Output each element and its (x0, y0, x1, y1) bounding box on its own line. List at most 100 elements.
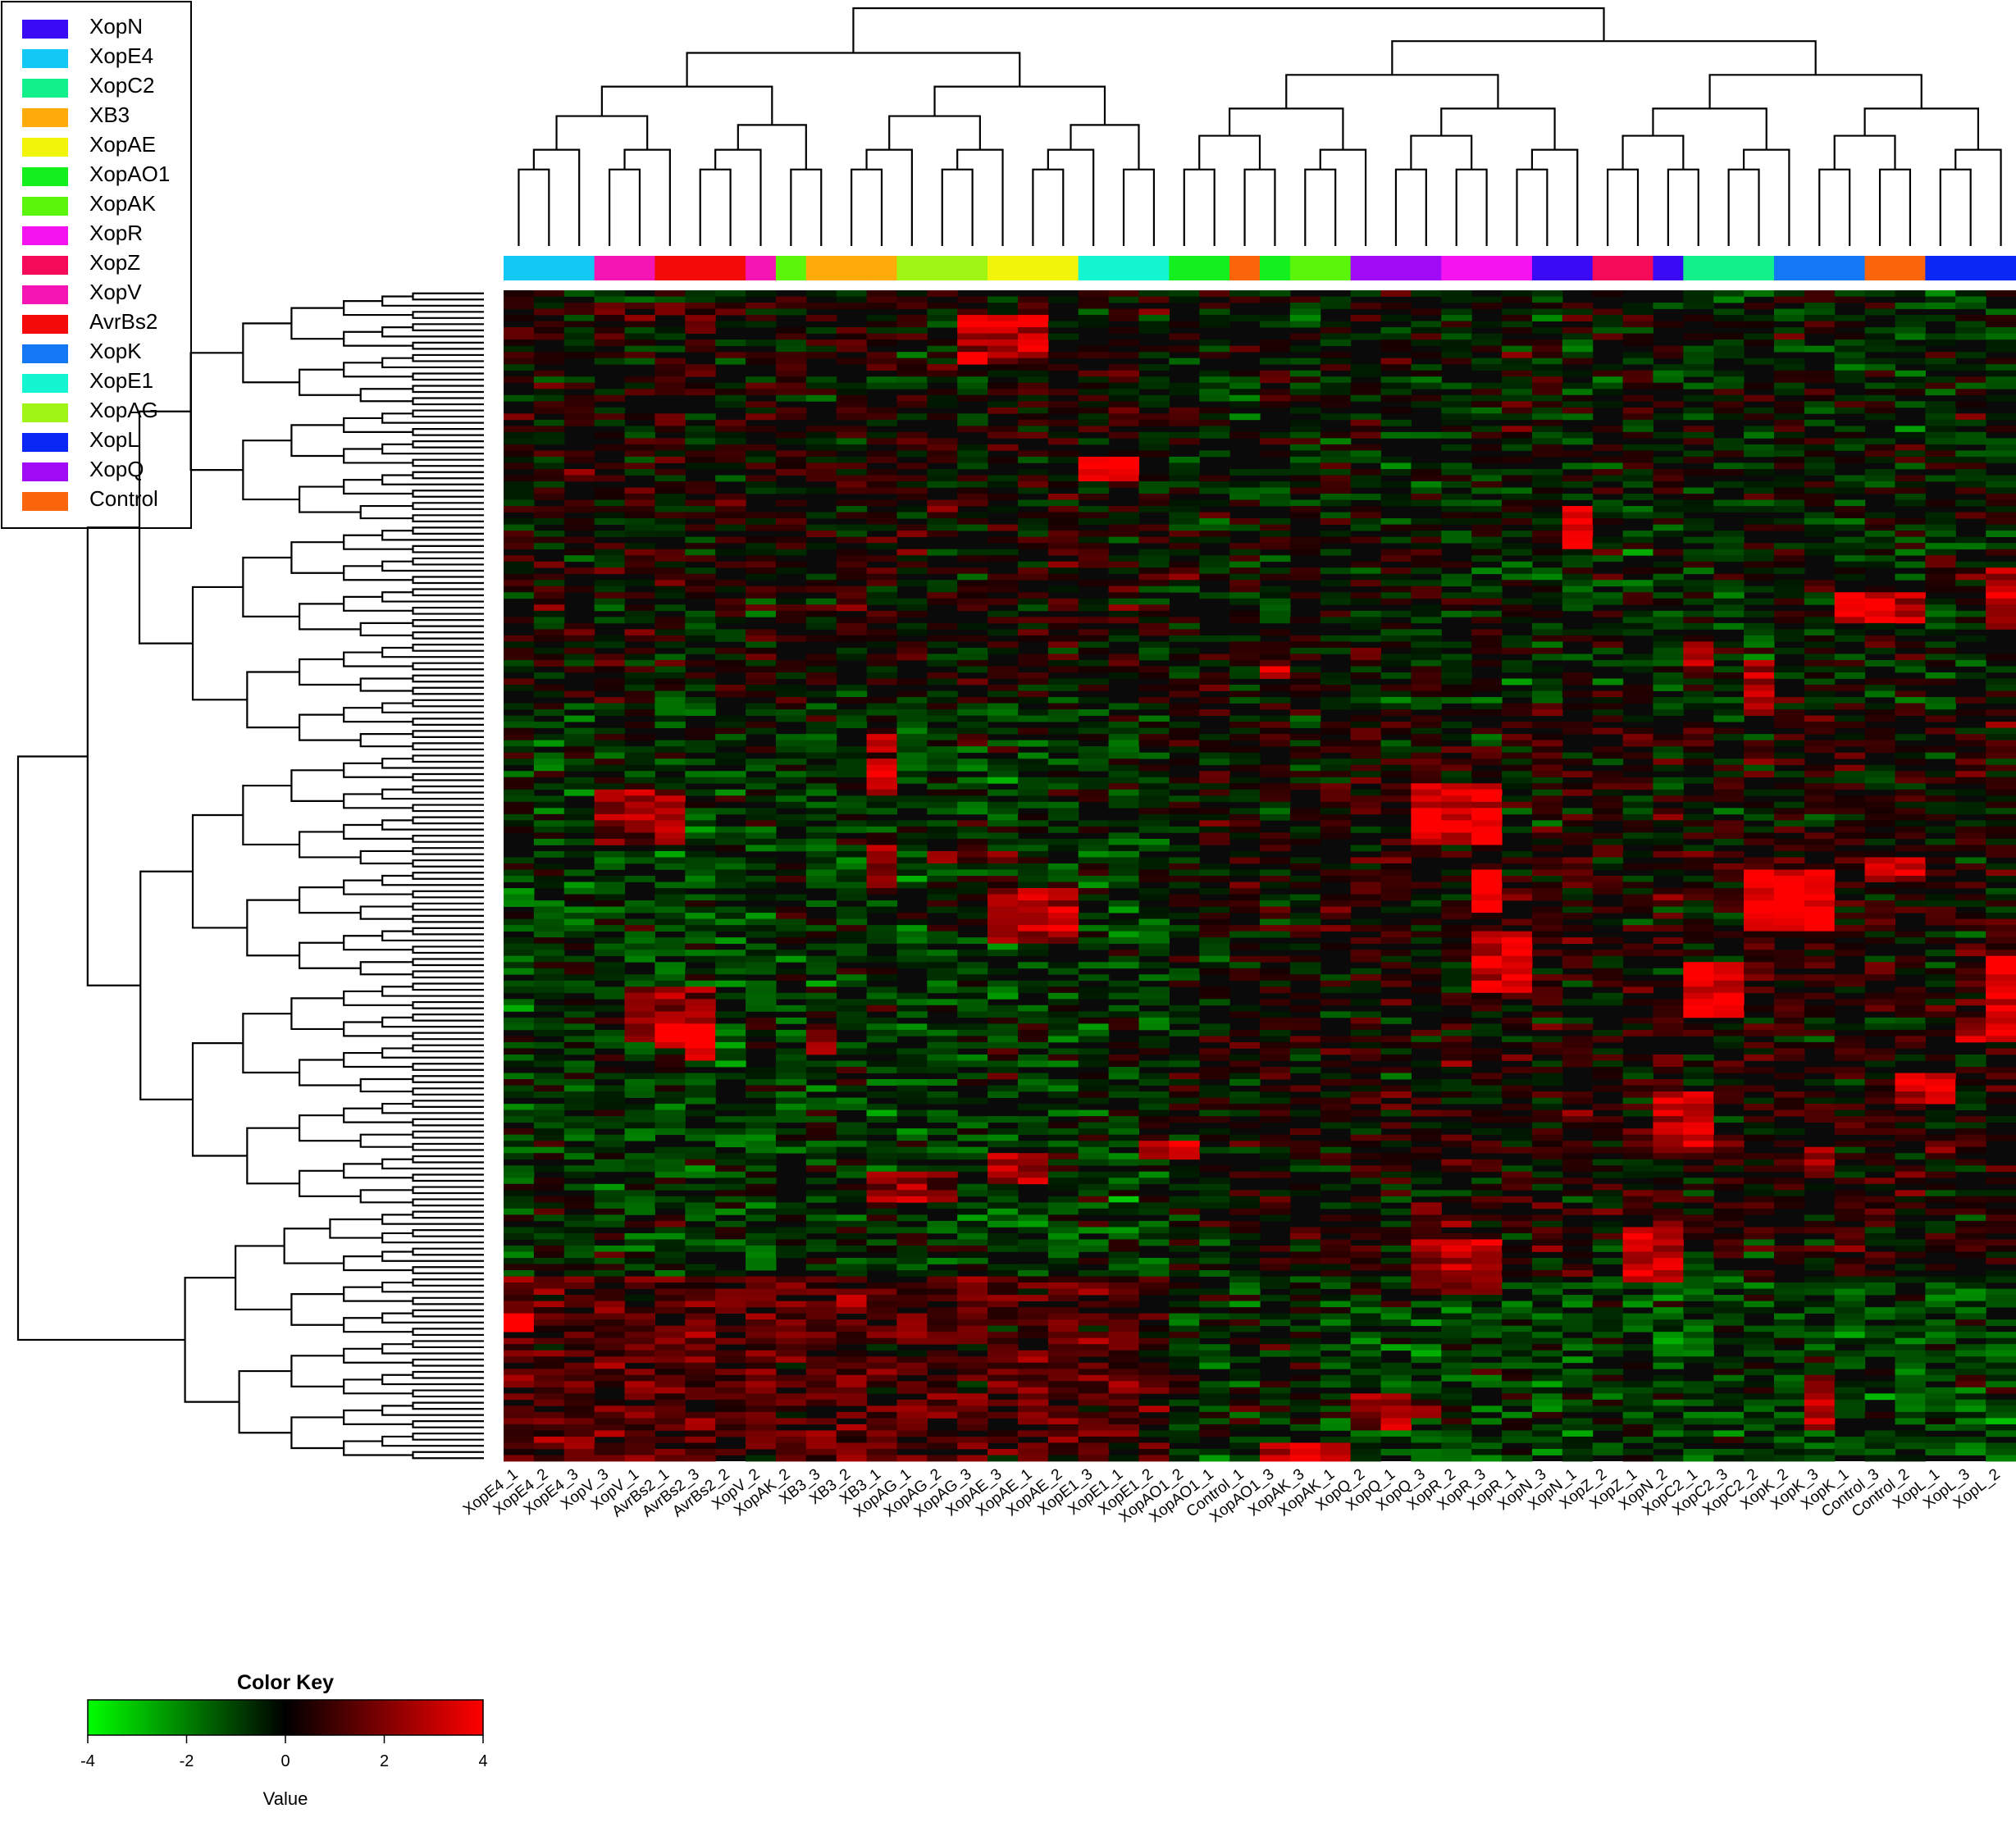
heatmap-cell (1138, 857, 1170, 864)
heatmap-cell (1531, 647, 1563, 654)
heatmap-cell (1138, 801, 1170, 809)
heatmap-cell (805, 931, 837, 938)
heatmap-cell (1078, 727, 1110, 735)
heatmap-cell (1441, 604, 1472, 612)
heatmap-cell (1713, 376, 1745, 384)
heatmap-cell (1078, 758, 1110, 766)
heatmap-cell (1502, 518, 1533, 525)
heatmap-cell (1441, 345, 1472, 353)
heatmap-cell (927, 654, 958, 661)
heatmap-cell (1017, 752, 1049, 759)
heatmap-cell (594, 974, 626, 982)
heatmap-cell (1108, 450, 1140, 458)
heatmap-cell (1531, 376, 1563, 384)
dendrogram-branch (412, 1155, 484, 1164)
heatmap-cell (1260, 339, 1291, 347)
dendrogram-branch (359, 961, 413, 976)
heatmap-cell (1744, 906, 1775, 913)
heatmap-cell (1441, 610, 1472, 617)
heatmap-cell (1773, 370, 1805, 377)
heatmap-cell (1925, 1017, 1956, 1024)
heatmap-cell (1622, 413, 1654, 421)
heatmap-cell (715, 838, 746, 845)
heatmap-cell (1773, 444, 1805, 451)
heatmap-cell (1289, 777, 1321, 784)
heatmap-cell (746, 654, 777, 661)
heatmap-cell (1260, 592, 1291, 599)
heatmap-cell (1713, 783, 1745, 790)
heatmap-cell (1047, 703, 1079, 710)
heatmap-cell (1955, 303, 1986, 309)
dendrogram-branch (412, 544, 484, 554)
heatmap-cell (1562, 352, 1594, 359)
heatmap-cell (805, 389, 837, 396)
heatmap-cell (1471, 1004, 1503, 1012)
heatmap-cell (504, 555, 535, 563)
heatmap-cell (685, 740, 716, 747)
heatmap-cell (1925, 296, 1956, 303)
heatmap-cell (1562, 567, 1594, 575)
heatmap-cell (1047, 598, 1079, 605)
dendrogram-branch (1708, 74, 1922, 109)
heatmap-cell (1169, 685, 1200, 691)
heatmap-cell (715, 635, 746, 642)
heatmap-cell (1683, 456, 1714, 463)
heatmap-cell (1320, 863, 1352, 870)
heatmap-cell (1229, 900, 1261, 907)
heatmap-cell (866, 1079, 898, 1086)
heatmap-cell (1592, 746, 1624, 754)
heatmap-cell (1380, 888, 1412, 895)
heatmap-cell (624, 561, 655, 568)
heatmap-cell (715, 647, 746, 654)
heatmap-cell (896, 352, 928, 359)
heatmap-cell (624, 303, 655, 309)
dendrogram-branch (851, 168, 883, 246)
heatmap-cell (836, 857, 868, 864)
heatmap-cell (504, 438, 535, 445)
heatmap-cell (805, 512, 837, 519)
heatmap-cell (1380, 826, 1412, 833)
heatmap-cell (1229, 727, 1261, 735)
heatmap-cell (533, 401, 565, 408)
heatmap-cell (655, 962, 686, 969)
heatmap-cell (715, 303, 746, 309)
heatmap-cell (1804, 494, 1836, 500)
heatmap-cell (1653, 456, 1684, 463)
heatmap-cell (715, 758, 746, 766)
heatmap-cell (1925, 580, 1956, 587)
heatmap-cell (746, 352, 777, 359)
heatmap-cell (775, 413, 807, 421)
heatmap-cell (896, 1079, 928, 1086)
heatmap-cell (836, 1017, 868, 1024)
heatmap-cell (594, 882, 626, 889)
heatmap-cell (896, 394, 928, 402)
heatmap-cell (1320, 876, 1352, 882)
heatmap-cell (1169, 1011, 1200, 1018)
heatmap-cell (1471, 407, 1503, 414)
heatmap-cell (1047, 524, 1079, 531)
heatmap-cell (1531, 783, 1563, 790)
heatmap-cell (957, 462, 988, 470)
heatmap-cell (866, 635, 898, 642)
heatmap-cell (1986, 752, 2016, 759)
heatmap-cell (1986, 813, 2016, 821)
heatmap-cell (836, 863, 868, 870)
heatmap-cell (1804, 580, 1836, 587)
heatmap-cell (1531, 808, 1563, 815)
heatmap-cell (927, 622, 958, 630)
heatmap-cell (1653, 610, 1684, 617)
dendrogram-branch (956, 148, 1004, 246)
heatmap-cell (1531, 512, 1563, 519)
heatmap-cell (1320, 462, 1352, 470)
heatmap-cell (896, 506, 928, 512)
heatmap-cell (957, 709, 988, 716)
heatmap-cell (1592, 456, 1624, 463)
heatmap-cell (1169, 955, 1200, 963)
heatmap-cell (775, 894, 807, 901)
heatmap-cell (896, 413, 928, 421)
heatmap-cell (1592, 333, 1624, 340)
heatmap-cell (866, 925, 898, 932)
heatmap-cell (1804, 820, 1836, 827)
heatmap-cell (746, 1066, 777, 1073)
heatmap-cell (594, 290, 626, 297)
